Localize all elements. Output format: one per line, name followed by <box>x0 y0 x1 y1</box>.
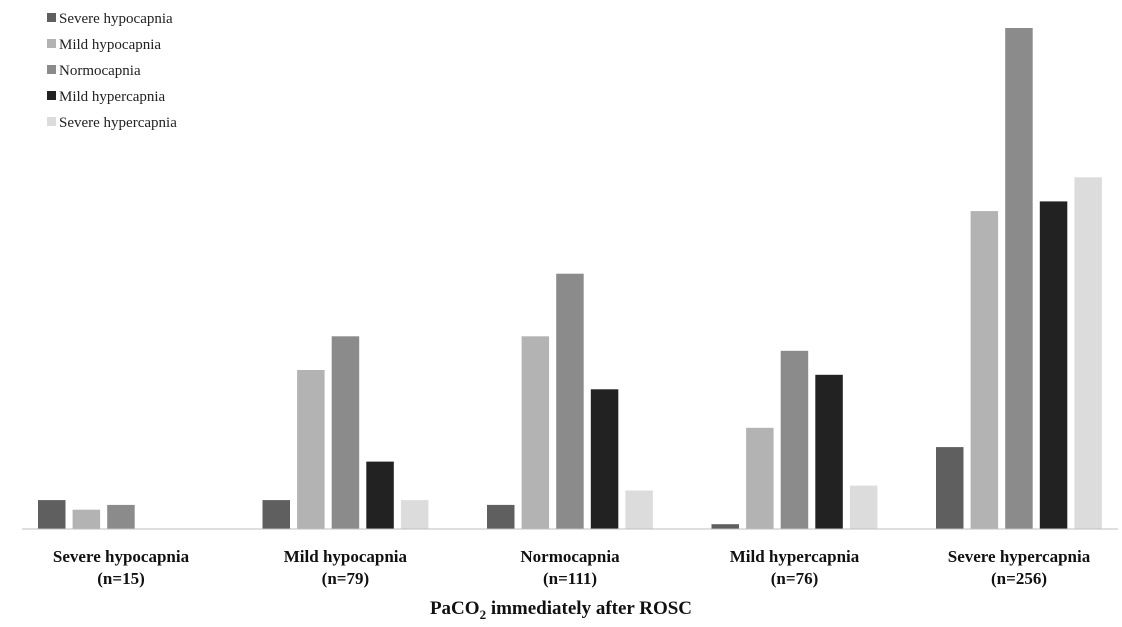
bar-severe-hypercapnia-4 <box>1074 177 1102 530</box>
bar-severe-hypercapnia-2 <box>625 490 653 529</box>
x-axis-label-main: PaCO <box>430 598 480 619</box>
bar-severe-hypocapnia-1 <box>262 500 290 529</box>
bar-severe-hypocapnia-3 <box>711 524 739 529</box>
bar-mild-hypocapnia-0 <box>72 509 101 529</box>
bar-normocapnia-1 <box>331 336 360 529</box>
bar-mild-hypercapnia-3 <box>815 374 843 529</box>
bar-normocapnia-2 <box>556 273 584 529</box>
category-label: Severe hypocapnia <box>53 547 190 566</box>
category-label: Normocapnia <box>520 547 620 566</box>
category-count-label: (n=256) <box>991 569 1047 588</box>
x-axis-label: PaCO2 immediately after ROSC <box>430 598 692 622</box>
legend-swatch <box>47 65 56 74</box>
bar-normocapnia-3 <box>780 350 809 529</box>
bars-group <box>38 28 1102 530</box>
category-label: Mild hypercapnia <box>730 547 860 566</box>
bar-normocapnia-0 <box>107 504 135 529</box>
category-count-label: (n=111) <box>543 569 597 588</box>
bar-severe-hypercapnia-3 <box>849 485 878 529</box>
bar-severe-hypocapnia-2 <box>487 504 515 529</box>
bar-severe-hypercapnia-1 <box>400 500 429 529</box>
bar-mild-hypercapnia-1 <box>366 461 394 529</box>
category-labels: Severe hypocapnia (n=15) Mild hypocapnia (n… <box>53 547 1091 588</box>
bar-severe-hypocapnia-0 <box>38 500 66 529</box>
category-label: Mild hypocapnia <box>284 547 408 566</box>
bar-normocapnia-4 <box>1005 28 1033 529</box>
bar-mild-hypercapnia-2 <box>590 389 619 529</box>
bar-mild-hypocapnia-1 <box>297 370 325 529</box>
category-count-label: (n=76) <box>771 569 818 588</box>
legend-swatch <box>47 117 56 126</box>
x-axis-label-subscript: 2 <box>480 607 487 622</box>
legend-label: Severe hypocapnia <box>59 11 173 27</box>
legend-label: Mild hypocapnia <box>59 37 161 53</box>
category-count-label: (n=79) <box>322 569 369 588</box>
legend-label: Normocapnia <box>59 63 141 79</box>
legend-label: Severe hypercapnia <box>59 115 177 131</box>
legend-swatch <box>47 39 56 48</box>
legend-swatch <box>47 13 56 22</box>
legend-label: Mild hypercapnia <box>59 89 166 105</box>
bar-mild-hypocapnia-2 <box>521 336 550 529</box>
bar-mild-hypocapnia-4 <box>970 211 999 529</box>
legend: Severe hypocapnia Mild hypocapnia Normocap… <box>47 11 177 131</box>
bar-mild-hypercapnia-4 <box>1039 201 1068 529</box>
category-label: Severe hypercapnia <box>948 547 1091 566</box>
bar-severe-hypocapnia-4 <box>936 447 964 529</box>
bar-mild-hypocapnia-3 <box>746 427 774 529</box>
x-axis-label-rest: immediately after ROSC <box>486 598 692 619</box>
legend-swatch <box>47 91 56 100</box>
category-count-label: (n=15) <box>97 569 144 588</box>
